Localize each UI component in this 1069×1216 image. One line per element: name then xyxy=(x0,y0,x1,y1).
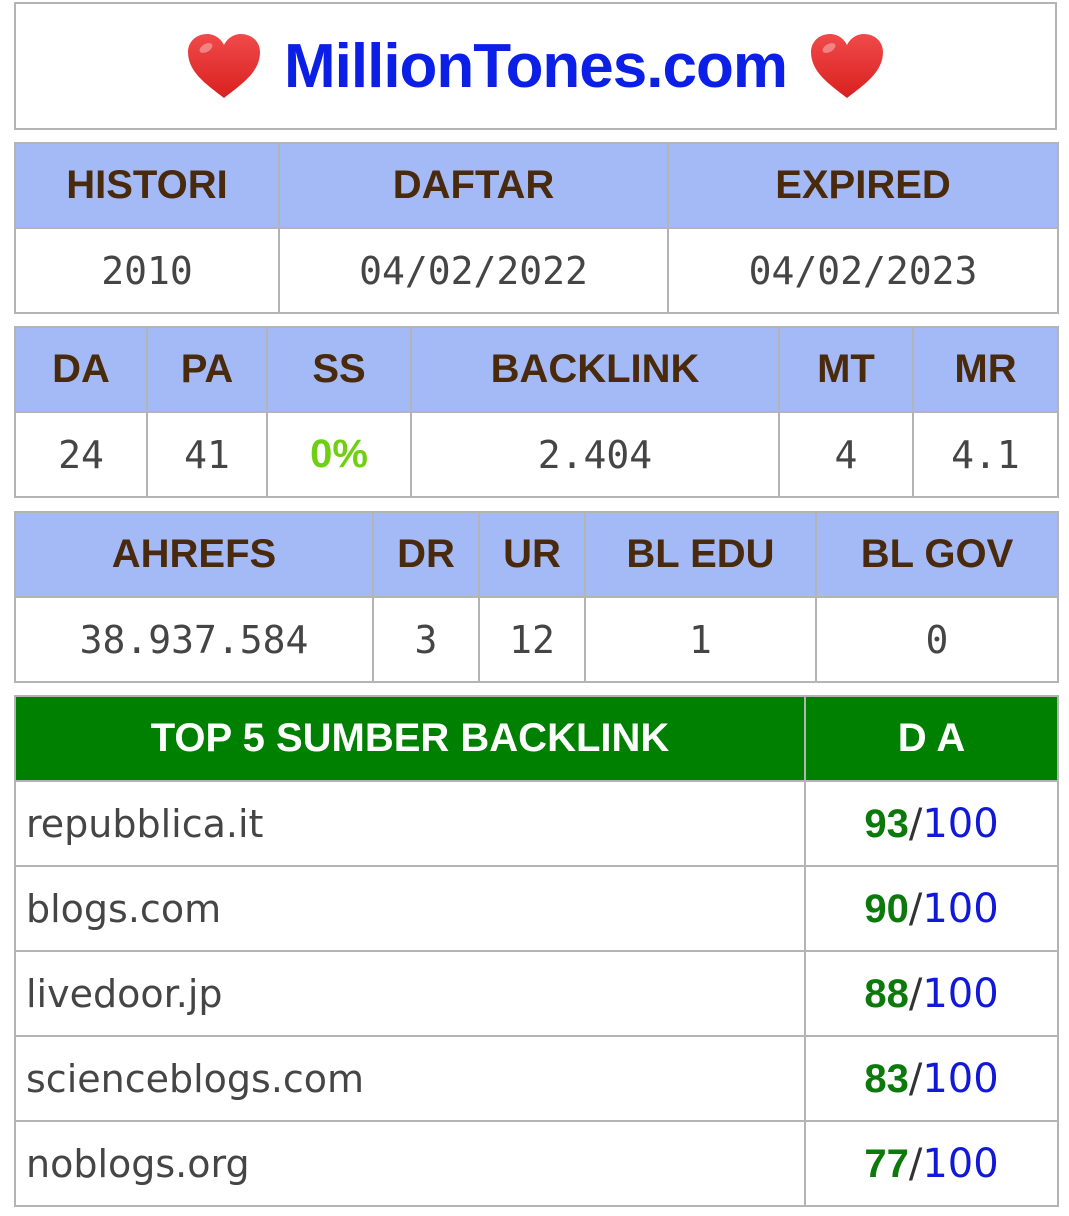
da-header: DA xyxy=(14,326,148,413)
da-score: 93 xyxy=(864,801,909,846)
mt-header: MT xyxy=(778,326,914,413)
expired-header: EXPIRED xyxy=(667,142,1059,229)
dr-header: DR xyxy=(372,511,480,598)
backlink-da: 83/100 xyxy=(804,1035,1059,1122)
histori-header: HISTORI xyxy=(14,142,280,229)
ss-header: SS xyxy=(266,326,412,413)
da-max: 100 xyxy=(922,800,999,847)
da-column-header: D A xyxy=(804,695,1059,782)
backlink-source[interactable]: noblogs.org xyxy=(14,1120,806,1207)
heart-icon xyxy=(810,34,883,98)
ur-header: UR xyxy=(478,511,586,598)
backlink-source[interactable]: livedoor.jp xyxy=(14,950,806,1037)
da-max: 100 xyxy=(922,1140,999,1187)
table-row: livedoor.jp 88/100 xyxy=(14,950,1059,1037)
site-title-box: MillionTones.com xyxy=(14,2,1057,130)
daftar-header: DAFTAR xyxy=(278,142,669,229)
da-separator: / xyxy=(908,1140,923,1187)
mt-value: 4 xyxy=(778,411,914,498)
mr-header: MR xyxy=(912,326,1059,413)
daftar-value: 04/02/2022 xyxy=(278,227,669,314)
ur-value: 12 xyxy=(478,596,586,683)
backlink-da: 88/100 xyxy=(804,950,1059,1037)
da-separator: / xyxy=(908,885,923,932)
da-max: 100 xyxy=(922,970,999,1017)
bl-gov-value: 0 xyxy=(815,596,1059,683)
da-separator: / xyxy=(908,1055,923,1102)
expired-value: 04/02/2023 xyxy=(667,227,1059,314)
da-value: 24 xyxy=(14,411,148,498)
backlink-source[interactable]: scienceblogs.com xyxy=(14,1035,806,1122)
pa-value: 41 xyxy=(146,411,268,498)
da-separator: / xyxy=(908,800,923,847)
pa-header: PA xyxy=(146,326,268,413)
da-score: 90 xyxy=(864,886,909,931)
moz-metrics-table: DA PA SS BACKLINK MT MR 24 41 0% 2.404 4… xyxy=(14,326,1059,498)
bl-edu-value: 1 xyxy=(584,596,817,683)
da-max: 100 xyxy=(922,885,999,932)
top-backlinks-header: TOP 5 SUMBER BACKLINK xyxy=(14,695,806,782)
dr-value: 3 xyxy=(372,596,480,683)
da-max: 100 xyxy=(922,1055,999,1102)
ahrefs-value: 38.937.584 xyxy=(14,596,374,683)
backlink-source[interactable]: repubblica.it xyxy=(14,780,806,867)
ahrefs-header: AHREFS xyxy=(14,511,374,598)
heart-icon xyxy=(188,34,260,98)
ahrefs-metrics-table: AHREFS DR UR BL EDU BL GOV 38.937.584 3 … xyxy=(14,511,1059,683)
backlink-source[interactable]: blogs.com xyxy=(14,865,806,952)
backlink-header: BACKLINK xyxy=(410,326,780,413)
ss-value: 0% xyxy=(266,411,412,498)
table-row: blogs.com 90/100 xyxy=(14,865,1059,952)
table-row: repubblica.it 93/100 xyxy=(14,780,1059,867)
da-score: 77 xyxy=(864,1141,909,1186)
table-row: scienceblogs.com 83/100 xyxy=(14,1035,1059,1122)
da-score: 88 xyxy=(864,971,909,1016)
mr-value: 4.1 xyxy=(912,411,1059,498)
da-separator: / xyxy=(908,970,923,1017)
backlink-value: 2.404 xyxy=(410,411,780,498)
domain-info-table: HISTORI DAFTAR EXPIRED 2010 04/02/2022 0… xyxy=(14,142,1059,314)
bl-edu-header: BL EDU xyxy=(584,511,817,598)
site-title[interactable]: MillionTones.com xyxy=(284,31,788,101)
da-score: 83 xyxy=(864,1056,909,1101)
backlink-da: 77/100 xyxy=(804,1120,1059,1207)
table-row: noblogs.org 77/100 xyxy=(14,1120,1059,1207)
backlink-da: 90/100 xyxy=(804,865,1059,952)
top-backlinks-table: TOP 5 SUMBER BACKLINK D A repubblica.it … xyxy=(14,695,1059,1207)
histori-value: 2010 xyxy=(14,227,280,314)
backlink-da: 93/100 xyxy=(804,780,1059,867)
bl-gov-header: BL GOV xyxy=(815,511,1059,598)
